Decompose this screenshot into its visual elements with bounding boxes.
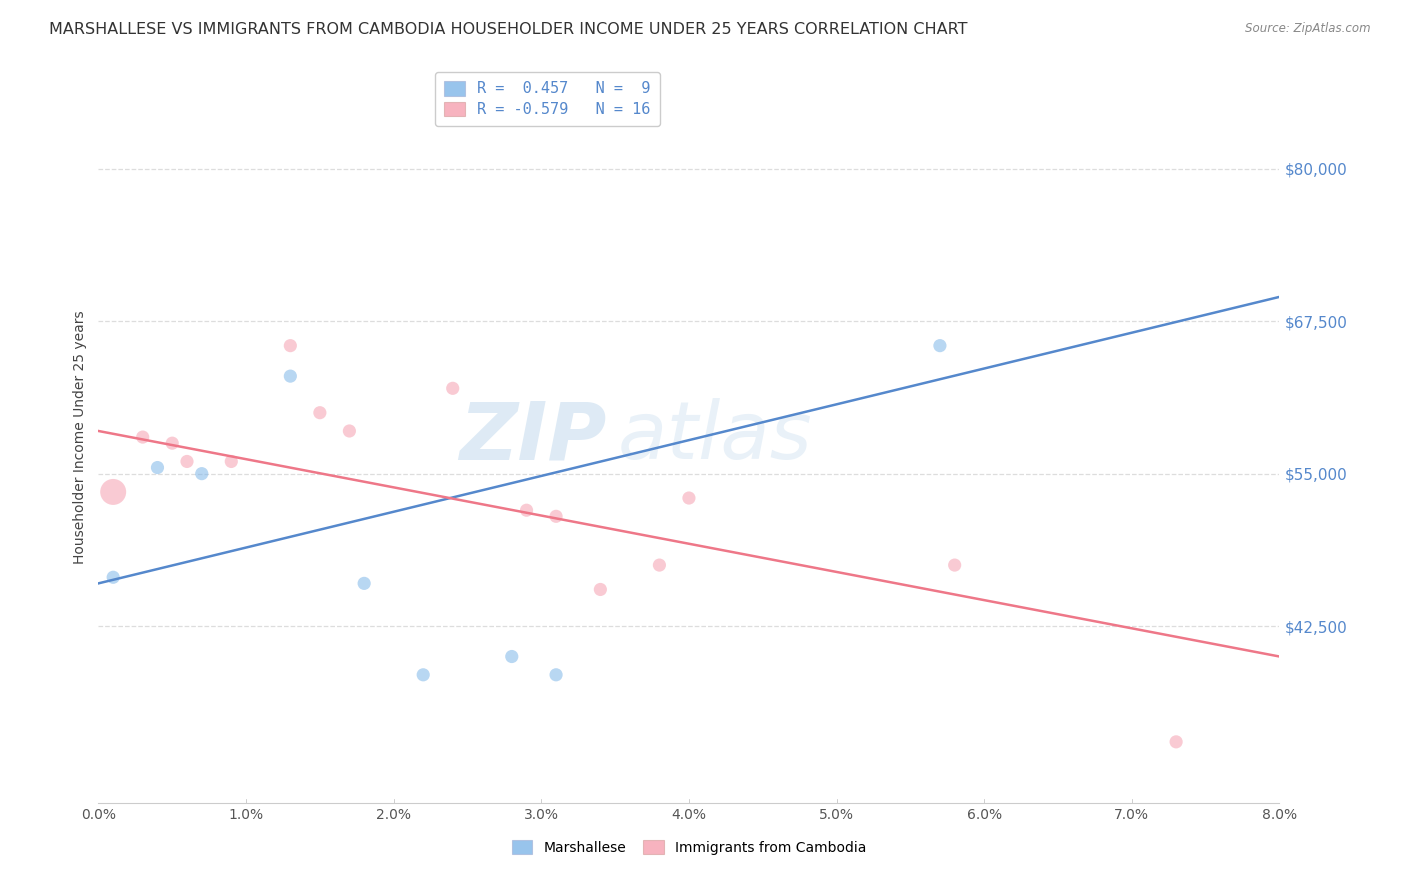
Point	[1166, 735, 1188, 749]
Point	[943, 558, 966, 573]
Point	[501, 649, 523, 664]
Point	[648, 558, 671, 573]
Point	[103, 570, 125, 584]
Point	[132, 430, 155, 444]
Legend: Marshallese, Immigrants from Cambodia: Marshallese, Immigrants from Cambodia	[505, 833, 873, 862]
Y-axis label: Householder Income Under 25 years: Householder Income Under 25 years	[73, 310, 87, 564]
Text: atlas: atlas	[619, 398, 813, 476]
Point	[412, 667, 434, 681]
Point	[546, 509, 568, 524]
Point	[176, 454, 198, 468]
Point	[546, 667, 568, 681]
Point	[516, 503, 538, 517]
Point	[162, 436, 183, 450]
Point	[441, 381, 464, 395]
Point	[280, 338, 302, 352]
Point	[929, 338, 952, 352]
Point	[146, 460, 169, 475]
Point	[678, 491, 700, 505]
Point	[309, 406, 332, 420]
Point	[339, 424, 361, 438]
Text: MARSHALLESE VS IMMIGRANTS FROM CAMBODIA HOUSEHOLDER INCOME UNDER 25 YEARS CORREL: MARSHALLESE VS IMMIGRANTS FROM CAMBODIA …	[49, 22, 967, 37]
Point	[191, 467, 214, 481]
Point	[353, 576, 375, 591]
Point	[221, 454, 243, 468]
Point	[280, 369, 302, 384]
Point	[103, 485, 125, 500]
Point	[589, 582, 612, 597]
Text: ZIP: ZIP	[458, 398, 606, 476]
Text: Source: ZipAtlas.com: Source: ZipAtlas.com	[1246, 22, 1371, 36]
